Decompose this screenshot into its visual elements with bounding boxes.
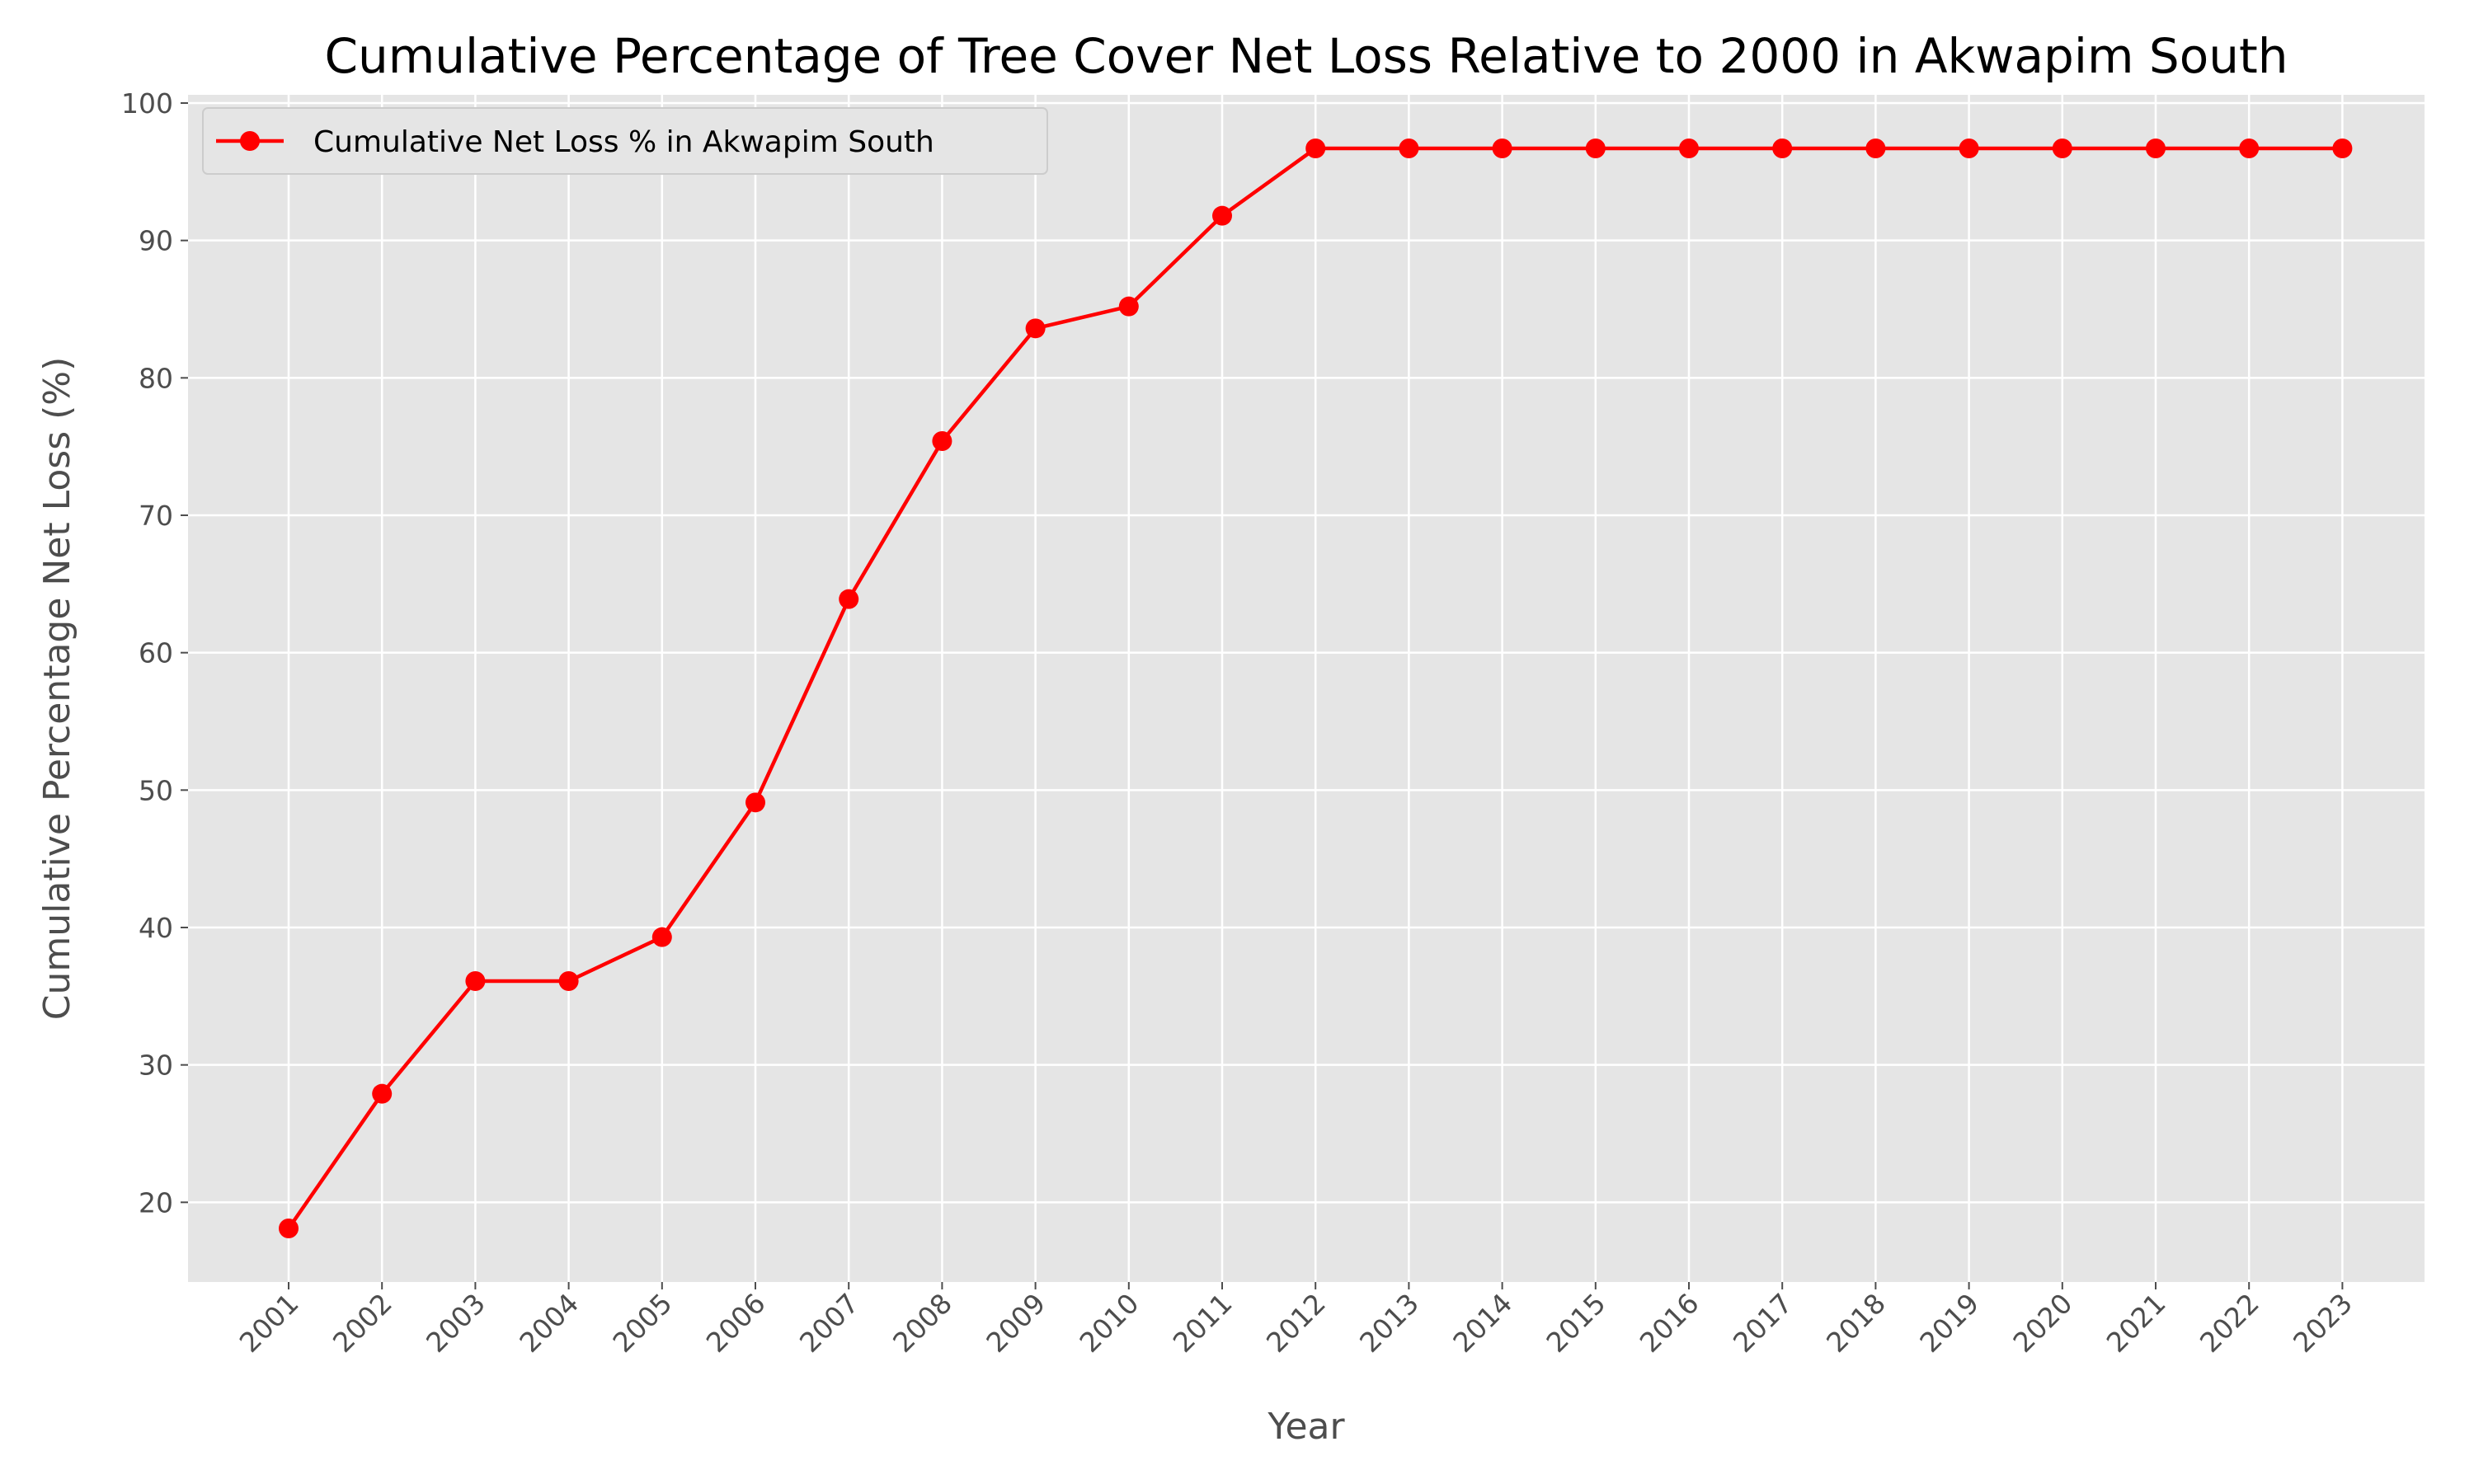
data-point-marker bbox=[1959, 139, 1979, 158]
plot-area bbox=[188, 95, 2425, 1282]
data-point-marker bbox=[465, 971, 486, 991]
data-point-marker bbox=[1305, 139, 1326, 158]
legend-marker-swatch bbox=[240, 131, 260, 151]
data-point-marker bbox=[651, 927, 672, 947]
data-point-marker bbox=[1585, 139, 1606, 158]
data-point-marker bbox=[2052, 139, 2072, 158]
y-tick-label: 30 bbox=[139, 1050, 173, 1082]
data-point-marker bbox=[1118, 296, 1139, 317]
y-tick-label: 70 bbox=[139, 500, 173, 532]
y-tick-label: 50 bbox=[139, 774, 173, 806]
data-point-marker bbox=[932, 431, 952, 451]
data-point-marker bbox=[2332, 139, 2353, 158]
data-point-marker bbox=[279, 1219, 299, 1238]
data-point-marker bbox=[1025, 318, 1046, 339]
series-markers bbox=[279, 139, 2353, 1238]
data-point-marker bbox=[839, 589, 859, 609]
data-point-marker bbox=[372, 1083, 393, 1104]
data-point-marker bbox=[1212, 205, 1232, 226]
data-point-marker bbox=[2146, 139, 2166, 158]
y-tick-label: 90 bbox=[139, 225, 173, 257]
data-point-marker bbox=[1679, 139, 1699, 158]
data-point-marker bbox=[1772, 139, 1793, 158]
legend: Cumulative Net Loss % in Akwapim South bbox=[202, 107, 1048, 175]
legend-box bbox=[202, 107, 1048, 175]
y-tick-label: 40 bbox=[139, 912, 173, 944]
data-point-marker bbox=[1399, 139, 1419, 158]
legend-label: Cumulative Net Loss % in Akwapim South bbox=[313, 125, 934, 159]
y-tick-label: 100 bbox=[121, 87, 173, 120]
x-axis-label: Year bbox=[1267, 1406, 1345, 1448]
y-tick-label: 20 bbox=[139, 1186, 173, 1219]
y-tick-label: 80 bbox=[139, 362, 173, 394]
data-point-marker bbox=[558, 971, 579, 991]
chart-title: Cumulative Percentage of Tree Cover Net … bbox=[324, 28, 2288, 84]
data-point-marker bbox=[2239, 139, 2260, 158]
data-point-marker bbox=[1865, 139, 1886, 158]
y-tick-label: 60 bbox=[139, 637, 173, 669]
data-point-marker bbox=[745, 792, 765, 813]
y-axis-label: Cumulative Percentage Net Loss (%) bbox=[36, 357, 78, 1020]
data-point-marker bbox=[1492, 139, 1512, 158]
